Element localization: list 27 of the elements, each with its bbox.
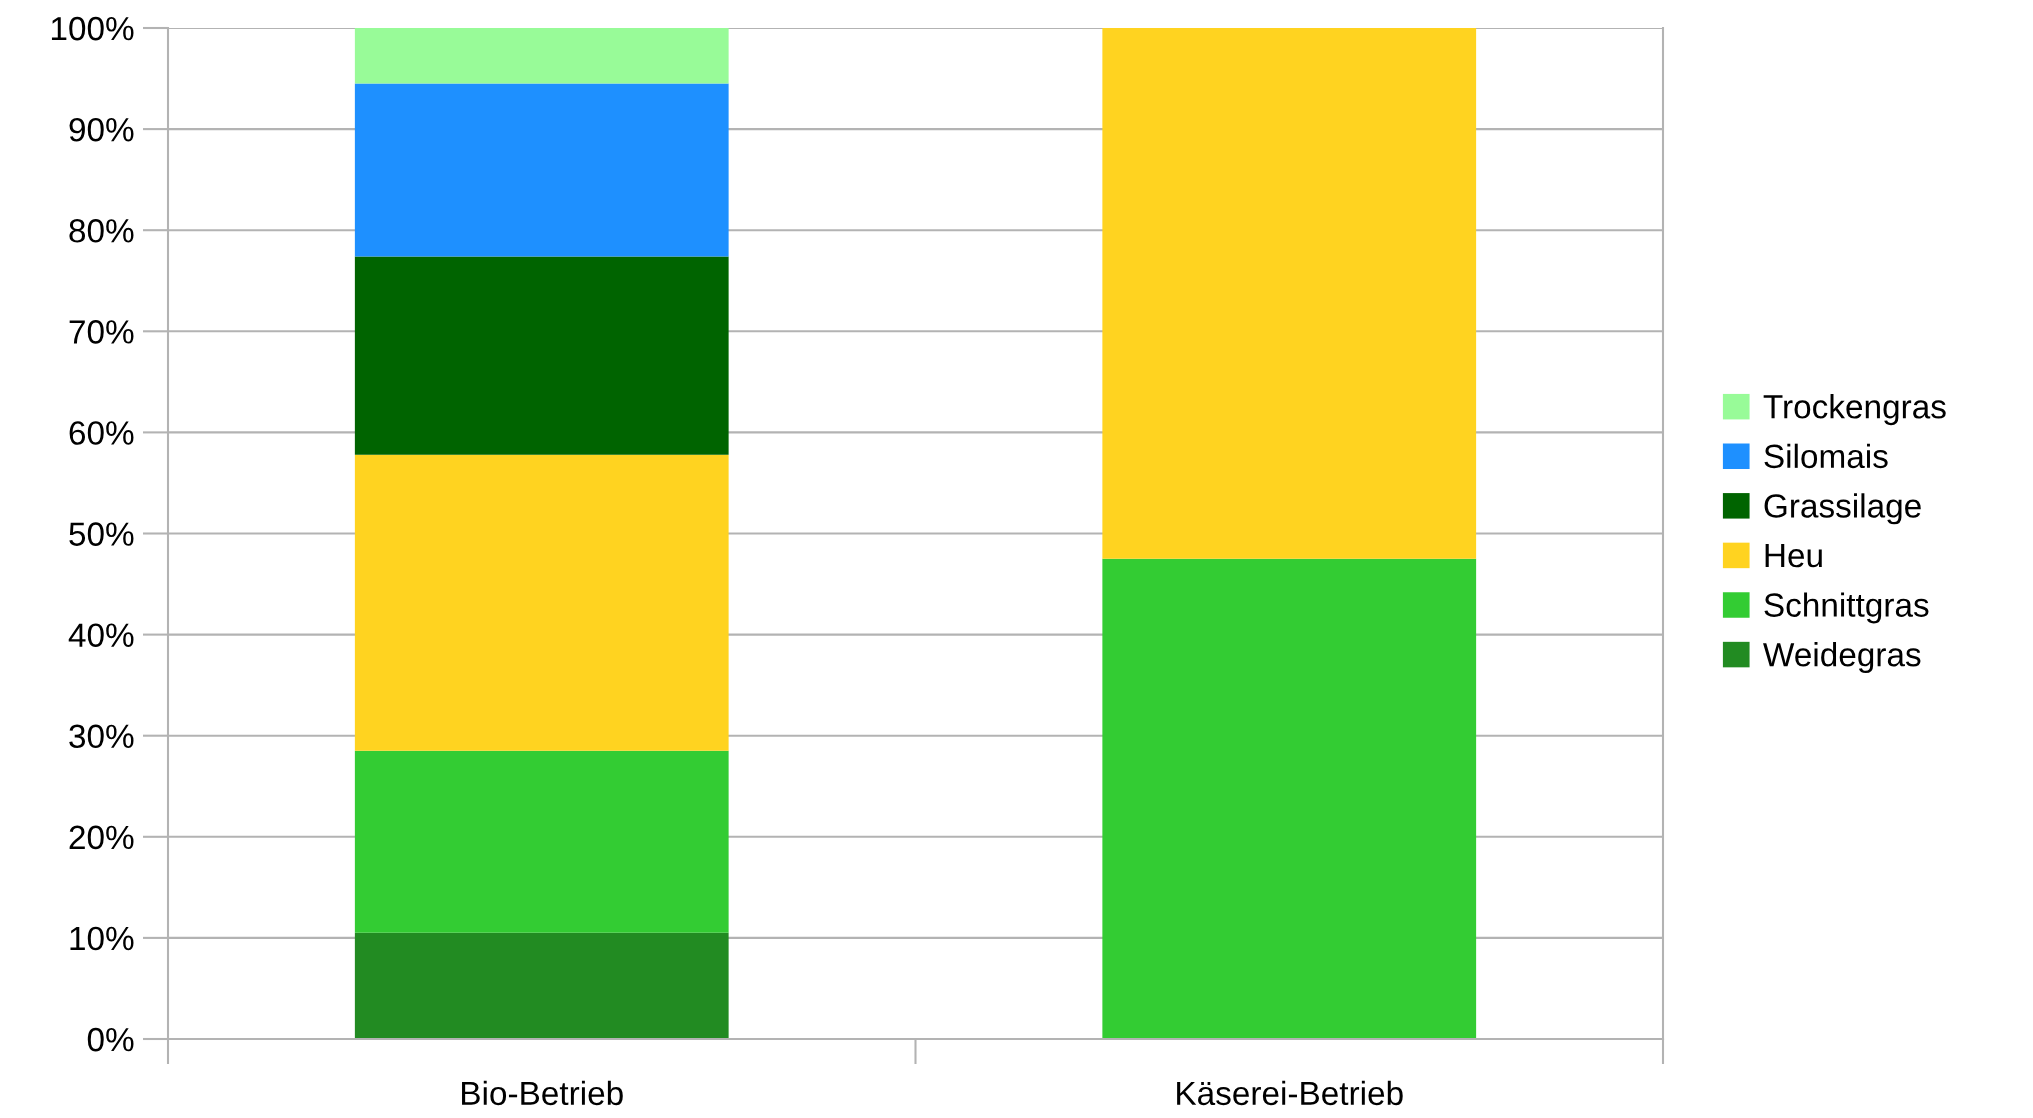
y-tick-label: 60% bbox=[69, 421, 134, 445]
y-tick-label: 90% bbox=[69, 117, 134, 142]
bar bbox=[354, 28, 729, 84]
y-tick-label: 40% bbox=[68, 623, 134, 648]
y-tick-label: 10% bbox=[70, 926, 134, 951]
bar bbox=[354, 750, 729, 933]
y-tick-label: 50% bbox=[69, 522, 134, 546]
legend-label: Weidegras bbox=[1763, 642, 1921, 674]
bar bbox=[1102, 28, 1477, 559]
bar bbox=[354, 454, 729, 751]
y-tick-label: 0% bbox=[87, 1027, 134, 1052]
bar bbox=[354, 932, 729, 1039]
x-tick-label: Bio-Betrieb bbox=[462, 1080, 623, 1106]
y-tick-label: 80% bbox=[69, 219, 134, 243]
y-tick-label: 20% bbox=[69, 825, 134, 850]
y-tick-label: 100% bbox=[51, 16, 134, 41]
x-tick-label: Käserei-Betrieb bbox=[1177, 1080, 1403, 1106]
legend-label: Heu bbox=[1765, 544, 1822, 568]
legend-label: Silomais bbox=[1764, 443, 1888, 469]
bar bbox=[354, 256, 729, 455]
bar bbox=[354, 83, 729, 257]
bar bbox=[1102, 558, 1477, 1039]
legend-label: Trockengras bbox=[1763, 394, 1946, 426]
legend-label: Schnittgras bbox=[1764, 592, 1929, 624]
y-tick-label: 30% bbox=[69, 724, 134, 749]
y-tick-label: 70% bbox=[69, 320, 134, 344]
legend-label: Grassilage bbox=[1764, 493, 1921, 525]
